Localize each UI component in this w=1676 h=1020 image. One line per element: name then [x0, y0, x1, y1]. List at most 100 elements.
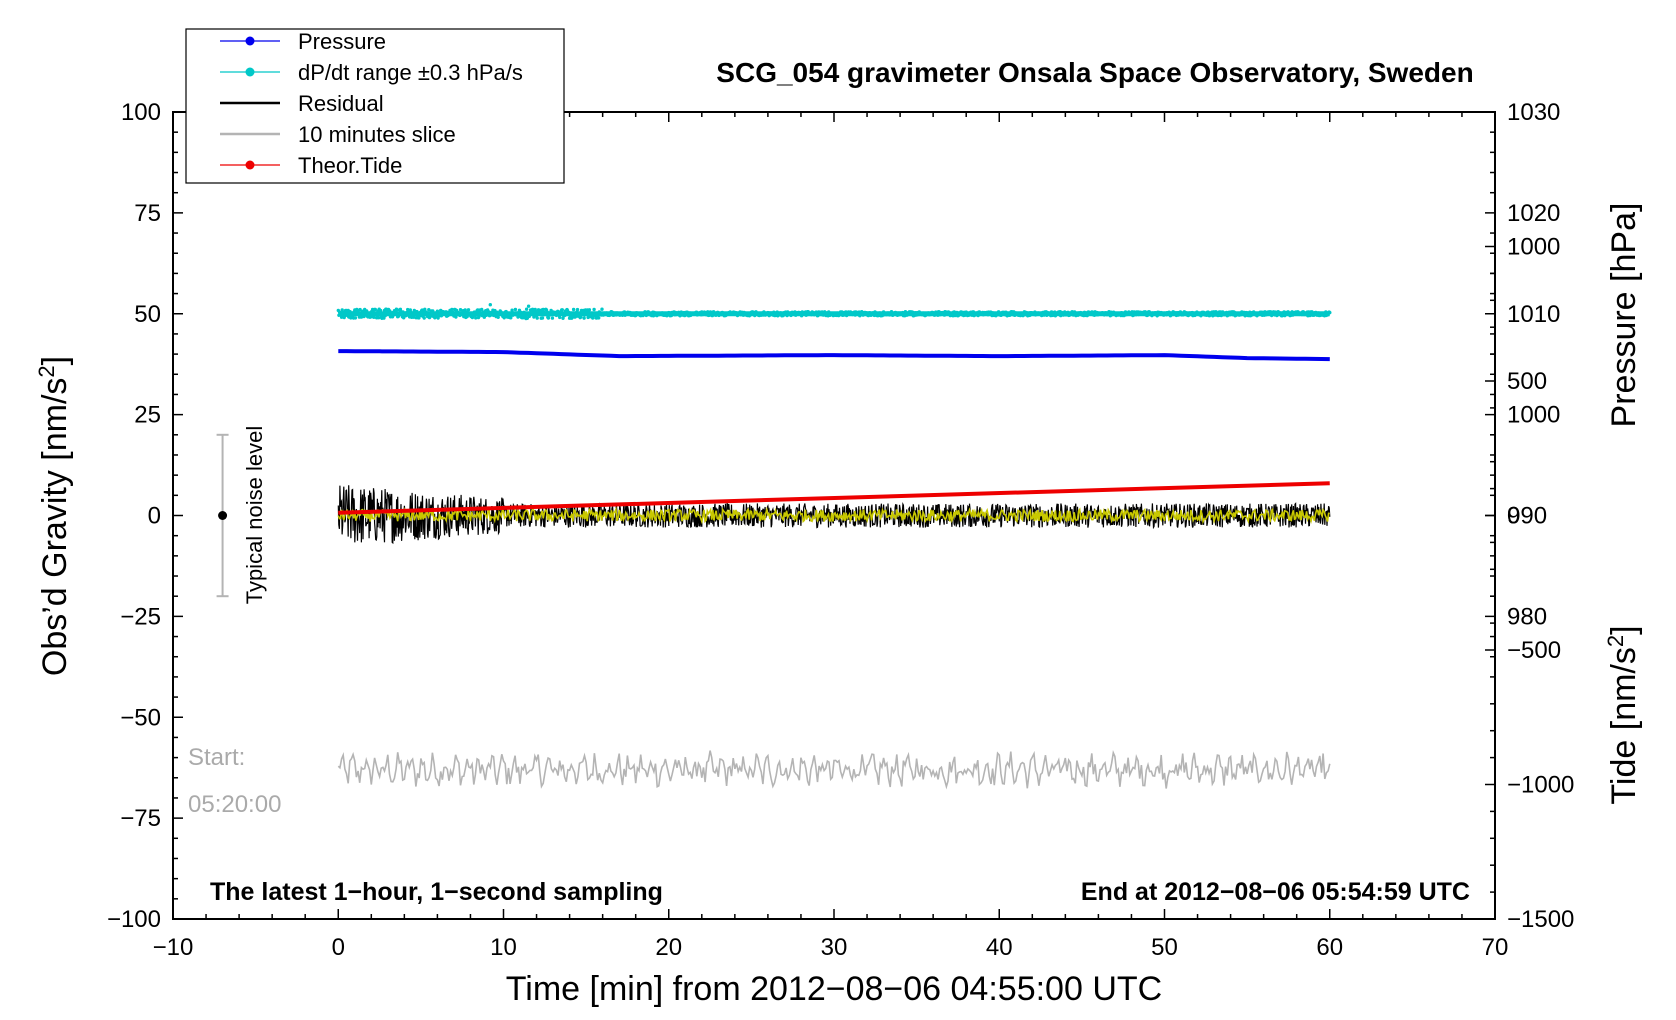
legend-label: 10 minutes slice	[298, 122, 456, 147]
y-tick-label: −100	[107, 906, 161, 933]
dpdt-point	[412, 308, 416, 313]
dpdt-point	[513, 307, 518, 312]
pressure-tick-label: 990	[1507, 503, 1547, 530]
x-tick-label: 20	[655, 934, 682, 961]
x-tick-label: 50	[1151, 934, 1178, 961]
noise-label: Typical noise level	[242, 426, 267, 605]
dpdt-point	[422, 316, 426, 320]
x-tick-label: 40	[986, 934, 1013, 961]
legend: Pressure dP/dt range ±0.3 hPa/s Residual 10…	[185, 28, 565, 184]
legend-label: Theor.Tide	[298, 153, 402, 178]
legend-swatch-marker	[245, 36, 255, 46]
tide-series-line	[338, 481, 1330, 515]
legend-label: Pressure	[298, 29, 386, 54]
pressure-tick-label: 1030	[1507, 99, 1560, 126]
legend-label: dP/dt range ±0.3 hPa/s	[298, 60, 523, 85]
legend-swatch-marker	[245, 160, 255, 170]
dpdt-point	[339, 315, 344, 319]
dpdt-point	[526, 304, 531, 308]
dpdt-point	[353, 316, 358, 320]
dpdt-point	[417, 316, 421, 320]
x-tick-label: 10	[490, 934, 517, 961]
x-tick-label: 60	[1316, 934, 1343, 961]
tide-tick-label: −500	[1507, 637, 1561, 664]
pressure-tick-label: 1010	[1507, 301, 1560, 328]
dpdt-point	[488, 303, 492, 307]
dpdt-point	[372, 315, 376, 319]
y-axis-label-pressure: Pressure [hPa]	[1605, 203, 1643, 428]
start-label: Start:	[188, 744, 245, 771]
y-axis-label-left: Obs’d Gravity [nm/s2]	[34, 356, 75, 676]
x-tick-label: −10	[153, 934, 194, 961]
y-axis-label-tide: Tide [nm/s2]	[1603, 625, 1644, 804]
tide-tick-label: 0	[1507, 503, 1520, 530]
dpdt-point	[411, 315, 416, 319]
pressure-tick-label: 1000	[1507, 402, 1560, 429]
end-time-note: End at 2012−08−06 05:54:59 UTC	[1081, 878, 1470, 906]
tide-tick-label: −1500	[1507, 906, 1574, 933]
tide-tick-label: 1000	[1507, 234, 1560, 261]
plot-frame	[172, 111, 1496, 920]
noise-center-dot	[218, 511, 228, 520]
dpdt-point	[600, 307, 604, 311]
y-tick-label: 25	[134, 402, 161, 429]
y-tick-label: 75	[134, 200, 161, 227]
noise-indicator	[216, 433, 229, 598]
dpdt-point	[535, 316, 539, 320]
y-tick-label: 100	[121, 99, 161, 126]
pressure-tick-label: 1020	[1507, 200, 1560, 227]
legend-label: Residual	[298, 91, 384, 116]
dpdt-point	[571, 307, 576, 312]
pressure-series-line	[338, 349, 1330, 362]
dpdt-point	[540, 316, 545, 320]
dpdt-point	[427, 308, 431, 312]
dpdt-point	[558, 315, 562, 320]
dpdt-point	[376, 316, 381, 320]
series-group	[336, 303, 1332, 790]
chart-title: SCG_054 gravimeter Onsala Space Observat…	[716, 57, 1473, 88]
dpdt-point	[458, 308, 463, 312]
tide-tick-label: 500	[1507, 368, 1547, 395]
y-tick-label: −25	[120, 603, 161, 630]
legend-box	[185, 28, 565, 184]
residual-series-line	[337, 485, 1331, 545]
dpdt-point	[496, 315, 500, 319]
dpdt-point	[450, 307, 454, 312]
x-tick-label: 30	[821, 934, 848, 961]
y-tick-label: 50	[134, 301, 161, 328]
dpdt-point	[582, 316, 586, 320]
y-tick-label: −75	[120, 805, 161, 832]
dpdt-point	[541, 307, 545, 312]
dpdt-point	[597, 316, 601, 320]
legend-swatch-marker	[245, 67, 255, 77]
dpdt-point	[395, 308, 399, 312]
sampling-note: The latest 1−hour, 1−second sampling	[210, 878, 663, 906]
dpdt-point	[530, 307, 535, 311]
x-tick-label: 70	[1482, 934, 1509, 961]
dpdt-point	[510, 308, 514, 312]
tick-labels: −10 0 10 20 30 40 50 60 70−100−75−50−25025507510…	[107, 99, 1574, 961]
residual-smoothed-line	[337, 506, 1330, 525]
dpdt-point	[587, 308, 592, 312]
dpdt-point	[575, 307, 580, 312]
y-tick-label: −50	[120, 704, 161, 731]
dpdt-point	[550, 316, 555, 320]
tide-tick-label: −1000	[1507, 772, 1574, 799]
y-tick-label: 0	[148, 503, 161, 530]
slice-series-line	[337, 749, 1331, 790]
dpdt-point	[502, 316, 506, 320]
dpdt-point	[358, 307, 362, 312]
pressure-tick-label: 980	[1507, 603, 1547, 630]
start-time: 05:20:00	[188, 791, 281, 818]
dpdt-point	[466, 308, 471, 312]
dpdt-point	[592, 307, 596, 312]
dpdt-point	[546, 316, 551, 320]
dpdt-point	[509, 316, 513, 320]
x-axis-label: Time [min] from 2012−08−06 04:55:00 UTC	[506, 970, 1162, 1008]
dpdt-point	[480, 307, 484, 312]
dpdt-point	[560, 308, 564, 312]
x-tick-label: 0	[332, 934, 345, 961]
dpdt-point	[524, 307, 529, 311]
dpdt-point	[474, 316, 478, 320]
